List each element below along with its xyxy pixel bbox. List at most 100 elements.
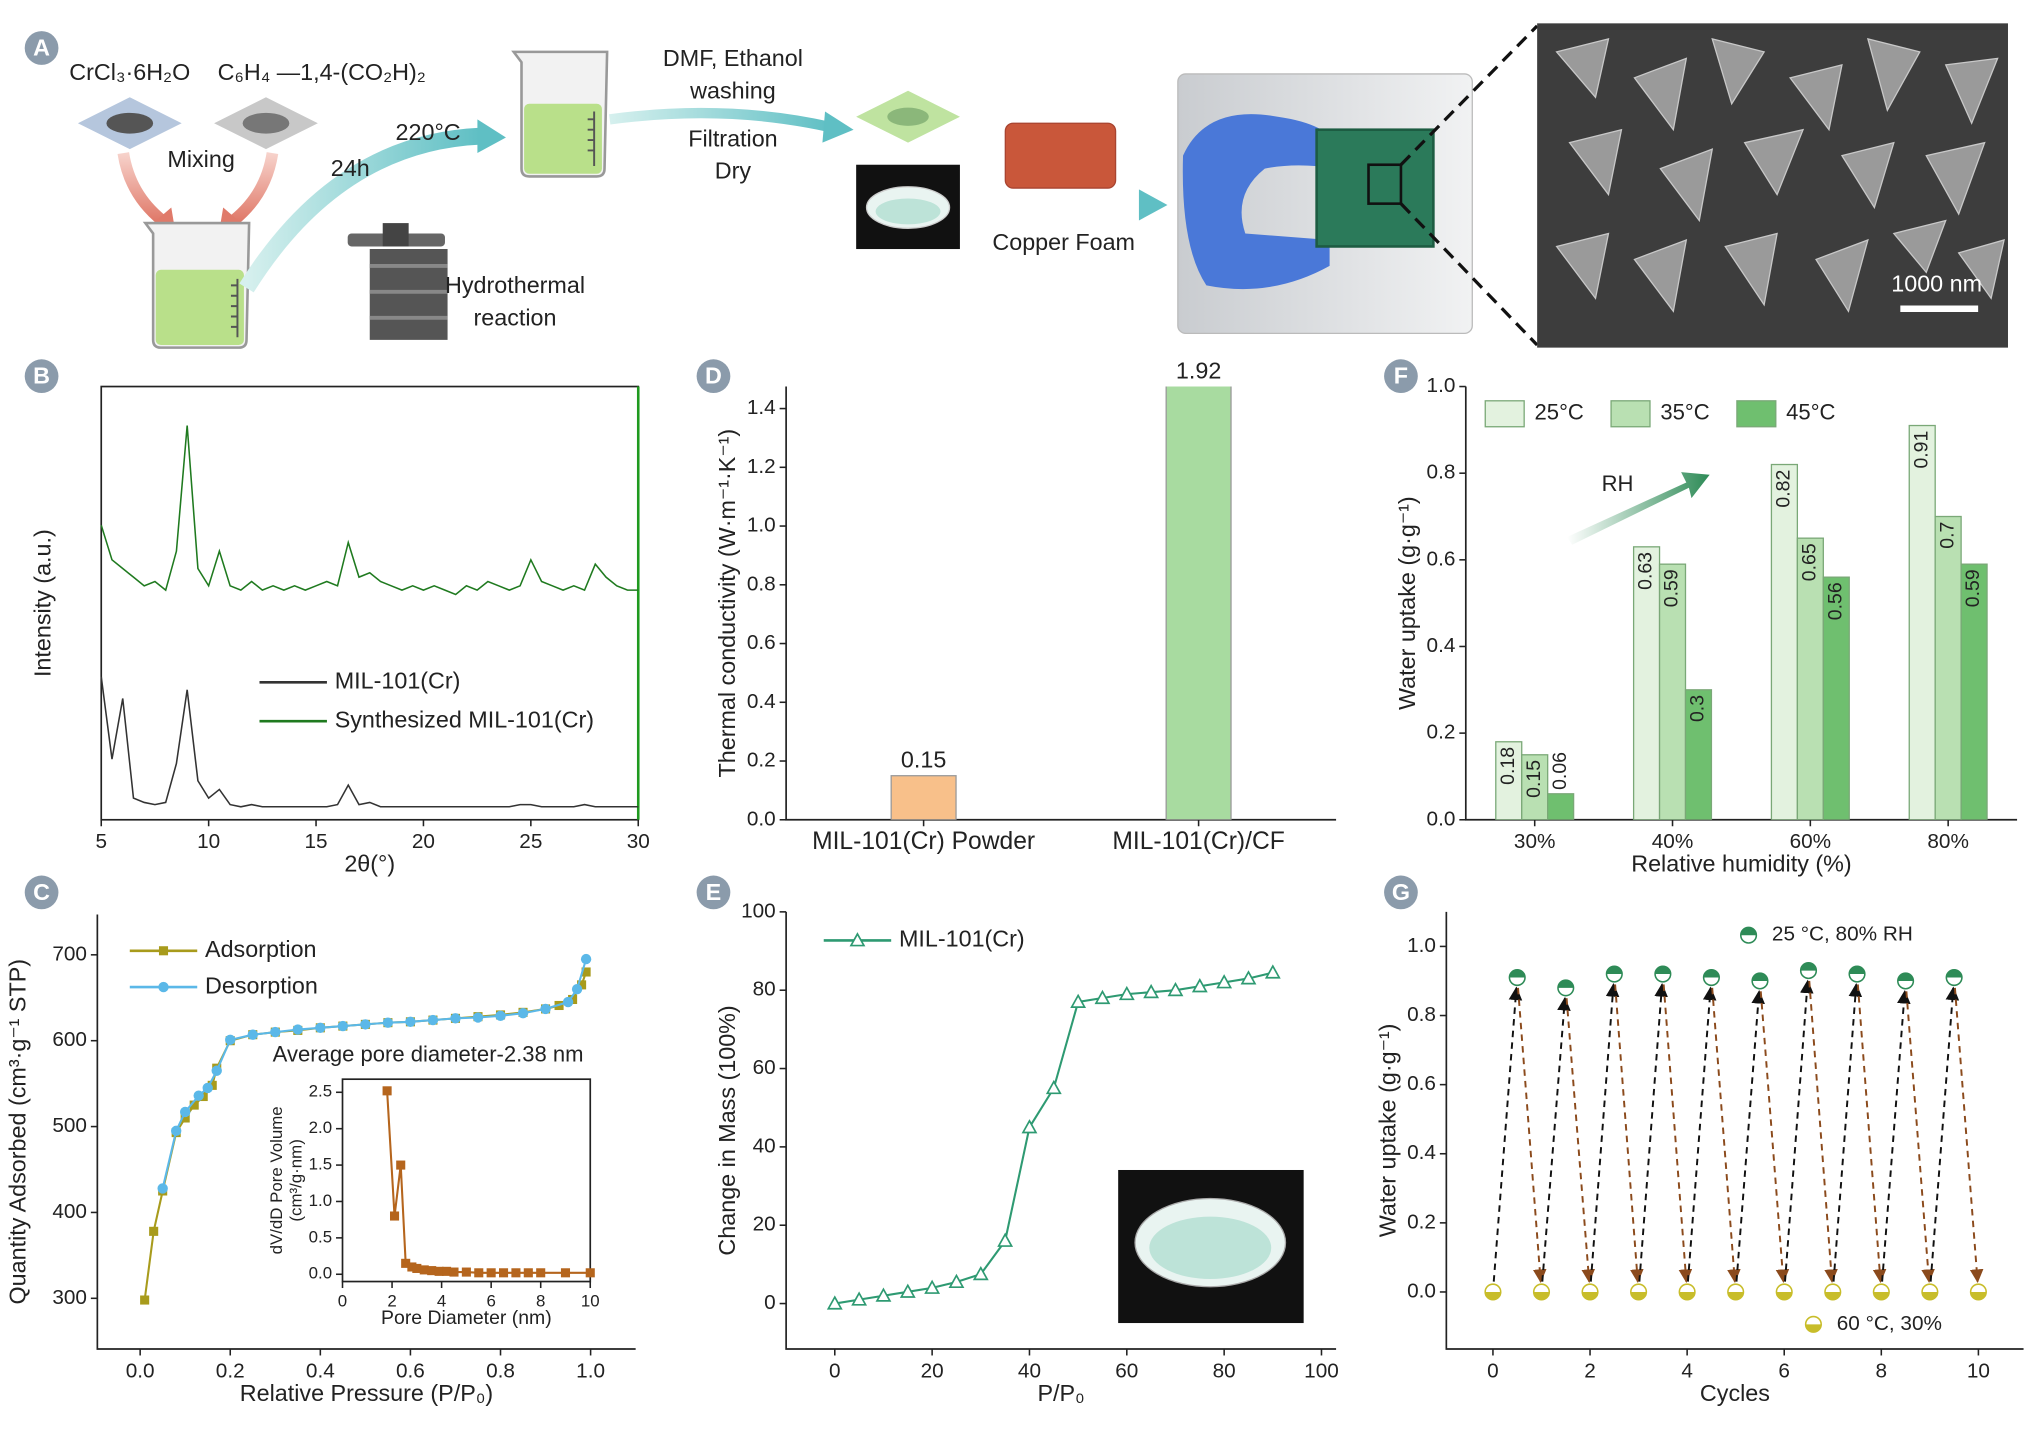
marker bbox=[1702, 968, 1720, 987]
x-axis-label: Relative humidity (%) bbox=[1631, 851, 1851, 877]
marker bbox=[1484, 1283, 1502, 1301]
y-tick-label: 1.0 bbox=[1427, 374, 1456, 397]
y-tick-label: 0.0 bbox=[747, 807, 776, 830]
marker bbox=[1969, 1283, 1987, 1301]
x-tick-label: 1.0 bbox=[576, 1359, 605, 1382]
marker bbox=[401, 1258, 411, 1268]
marker bbox=[180, 1113, 190, 1123]
cycle-arrow bbox=[1881, 989, 1911, 1282]
cycle-arrow bbox=[1832, 983, 1863, 1282]
panel-a-text: Filtration bbox=[688, 125, 777, 151]
x-tick-label: 80% bbox=[1927, 830, 1969, 853]
marker bbox=[1532, 1283, 1551, 1301]
bar bbox=[1521, 754, 1549, 820]
value-label: 0.15 bbox=[1523, 760, 1545, 798]
marker bbox=[523, 1268, 533, 1278]
marker bbox=[1118, 985, 1135, 1001]
x-tick-label: 4 bbox=[437, 1291, 446, 1310]
x-tick-label: 10 bbox=[197, 830, 220, 853]
marker bbox=[499, 1268, 509, 1278]
y-axis-label: Thermal conductivity (W·m⁻¹·K⁻¹) bbox=[714, 429, 740, 778]
cycle-arrow bbox=[1711, 987, 1741, 1283]
marker bbox=[1094, 989, 1111, 1005]
y-tick-label: 0.2 bbox=[1427, 721, 1456, 744]
marker bbox=[247, 1029, 258, 1040]
marker bbox=[202, 1082, 213, 1094]
marker bbox=[396, 1160, 406, 1170]
panel-badge bbox=[696, 875, 731, 910]
marker bbox=[225, 1034, 236, 1046]
value-label: 0.3 bbox=[1687, 695, 1709, 722]
marker bbox=[1216, 974, 1233, 989]
y-tick-label: 0.2 bbox=[1407, 1210, 1436, 1233]
marker bbox=[419, 1265, 429, 1275]
x-tick-label: 15 bbox=[304, 830, 327, 853]
marker bbox=[472, 1012, 484, 1023]
marker bbox=[382, 1086, 392, 1096]
marker bbox=[875, 1287, 892, 1302]
marker-half bbox=[1740, 927, 1757, 936]
value-label: 0.7 bbox=[1936, 522, 1958, 549]
bar bbox=[1960, 563, 1988, 820]
cycle-arrow bbox=[1541, 996, 1571, 1282]
cycle-arrow bbox=[1808, 980, 1838, 1283]
cycle-arrow bbox=[1638, 983, 1668, 1282]
marker bbox=[562, 996, 574, 1008]
x-axis-label: Relative Pressure (P/P₀) bbox=[240, 1380, 493, 1406]
x-tick-label: 10 bbox=[1967, 1359, 1990, 1382]
y-axis-label: (cm³/g·nm) bbox=[287, 1139, 306, 1221]
marker bbox=[495, 1010, 506, 1021]
marker bbox=[382, 1017, 394, 1028]
cycle-arrow bbox=[1759, 991, 1790, 1283]
panel-badge bbox=[24, 31, 59, 65]
bar bbox=[1632, 546, 1661, 820]
marker-half bbox=[1703, 969, 1720, 978]
y-axis-label: Quantity Adsorbed (cm³·g⁻¹ STP) bbox=[5, 959, 31, 1304]
value-label: 0.06 bbox=[1549, 752, 1571, 790]
line-series bbox=[100, 676, 639, 808]
x-tick-label: 0.0 bbox=[126, 1359, 155, 1382]
marker bbox=[158, 946, 169, 956]
value-label: 0.65 bbox=[1798, 543, 1820, 581]
marker bbox=[997, 1232, 1014, 1247]
x-tick-label: 0.8 bbox=[486, 1359, 515, 1382]
legend-label: Adsorption bbox=[205, 936, 317, 962]
value-label: 0.59 bbox=[1962, 569, 1984, 607]
y-tick-label: 1.0 bbox=[1407, 934, 1436, 957]
marker bbox=[577, 980, 587, 990]
marker bbox=[1751, 972, 1769, 990]
x-tick-label: 0.2 bbox=[216, 1359, 245, 1382]
x-tick-label: 20 bbox=[921, 1359, 944, 1382]
marker-half bbox=[1582, 1291, 1598, 1300]
marker-half bbox=[1776, 1291, 1793, 1300]
legend-label: 60 °C, 30% bbox=[1837, 1312, 1942, 1335]
panel-label: C bbox=[33, 879, 50, 905]
x-tick-label: 0 bbox=[829, 1359, 841, 1382]
marker bbox=[517, 1008, 529, 1019]
marker bbox=[1945, 968, 1963, 987]
panel-label: F bbox=[1394, 363, 1408, 389]
marker bbox=[461, 1267, 471, 1277]
cycle-arrow bbox=[1784, 979, 1814, 1282]
panel-a-text: 1000 nm bbox=[1891, 271, 1982, 297]
legend-label: 45°C bbox=[1786, 400, 1835, 425]
x-tick-label: 6 bbox=[486, 1291, 495, 1310]
y-tick-label: 600 bbox=[52, 1028, 87, 1051]
axis-line bbox=[1445, 911, 2024, 1350]
x-axis-label: 2θ(°) bbox=[344, 851, 395, 877]
marker bbox=[149, 1226, 159, 1236]
marker bbox=[1143, 983, 1160, 999]
marker bbox=[270, 1026, 281, 1038]
panel-a-text: Copper Foam bbox=[992, 229, 1135, 255]
legend-label: Desorption bbox=[205, 972, 318, 998]
marker bbox=[158, 981, 169, 993]
x-tick-label: 8 bbox=[1876, 1359, 1888, 1382]
value-label: 0.63 bbox=[1635, 552, 1657, 590]
legend-swatch bbox=[1610, 400, 1651, 428]
marker bbox=[157, 1183, 168, 1194]
marker bbox=[1167, 981, 1184, 997]
annotation: RH bbox=[1602, 471, 1634, 496]
y-tick-label: 0.5 bbox=[309, 1227, 332, 1246]
marker bbox=[180, 1106, 191, 1118]
